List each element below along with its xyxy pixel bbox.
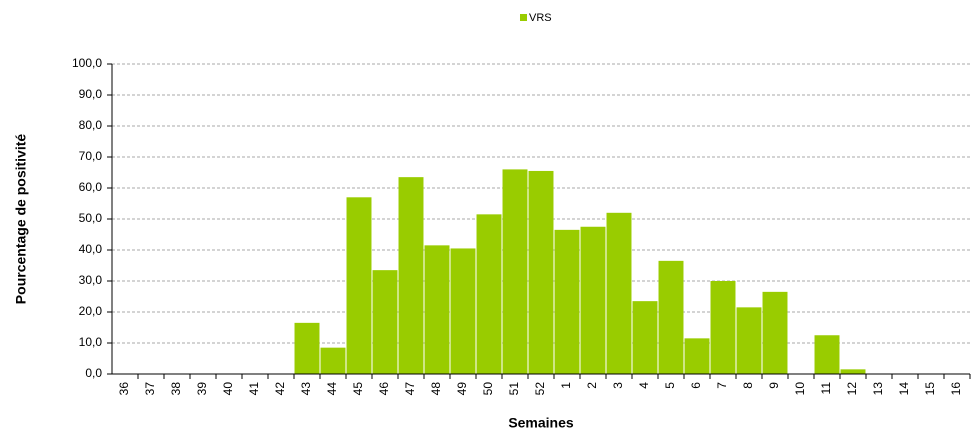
x-tick-label: 45 xyxy=(351,382,365,396)
x-tick-label: 13 xyxy=(871,382,885,396)
x-tick-label: 16 xyxy=(949,382,963,396)
x-tick-label: 41 xyxy=(247,382,261,396)
x-tick-label: 1 xyxy=(559,382,573,389)
bar xyxy=(814,335,840,374)
legend-swatch xyxy=(520,14,527,21)
y-tick-label: 10,0 xyxy=(79,335,103,349)
x-tick-label: 51 xyxy=(507,382,521,396)
x-tick-label: 39 xyxy=(195,382,209,396)
bar xyxy=(840,369,866,374)
x-tick-label: 6 xyxy=(689,382,703,389)
bar xyxy=(658,260,684,374)
x-tick-label: 44 xyxy=(325,382,339,396)
x-tick-label: 15 xyxy=(923,382,937,396)
y-axis-label: Pourcentage de positivité xyxy=(13,134,29,305)
x-tick-label: 12 xyxy=(845,382,859,396)
x-tick-label: 8 xyxy=(741,382,755,389)
x-tick-label: 48 xyxy=(429,382,443,396)
x-tick-label: 36 xyxy=(117,382,131,396)
bar xyxy=(372,270,398,374)
x-tick-label: 47 xyxy=(403,382,417,396)
x-tick-label: 14 xyxy=(897,382,911,396)
bar xyxy=(346,197,372,374)
bar xyxy=(762,291,788,374)
x-tick-label: 2 xyxy=(585,382,599,389)
x-tick-label: 9 xyxy=(767,382,781,389)
x-tick-label: 43 xyxy=(299,382,313,396)
y-tick-label: 80,0 xyxy=(79,118,103,132)
x-tick-label: 50 xyxy=(481,382,495,396)
x-axis-label: Semaines xyxy=(508,415,574,431)
bar xyxy=(476,214,502,374)
bar xyxy=(580,226,606,374)
bar xyxy=(294,322,320,374)
bar xyxy=(528,170,554,374)
bar xyxy=(424,245,450,374)
x-tick-label: 42 xyxy=(273,382,287,396)
x-tick-label: 5 xyxy=(663,382,677,389)
bar xyxy=(632,301,658,374)
y-tick-label: 70,0 xyxy=(79,149,103,163)
legend-label: VRS xyxy=(529,12,552,24)
x-tick-label: 4 xyxy=(637,382,651,389)
x-tick-label: 10 xyxy=(793,382,807,396)
x-tick-label: 37 xyxy=(143,382,157,396)
y-tick-label: 40,0 xyxy=(79,242,103,256)
y-tick-label: 30,0 xyxy=(79,273,103,287)
y-tick-label: 90,0 xyxy=(79,87,103,101)
bar xyxy=(684,338,710,374)
x-tick-label: 46 xyxy=(377,382,391,396)
bar xyxy=(502,169,528,374)
y-tick-label: 20,0 xyxy=(79,304,103,318)
x-tick-label: 3 xyxy=(611,382,625,389)
x-tick-label: 52 xyxy=(533,382,547,396)
x-tick-label: 7 xyxy=(715,382,729,389)
bar xyxy=(606,212,632,374)
bar xyxy=(320,347,346,374)
x-tick-label: 49 xyxy=(455,382,469,396)
bar xyxy=(398,177,424,374)
y-tick-label: 50,0 xyxy=(79,211,103,225)
bar xyxy=(710,281,736,374)
x-tick-label: 38 xyxy=(169,382,183,396)
y-tick-label: 60,0 xyxy=(79,180,103,194)
y-tick-label: 0,0 xyxy=(85,366,102,380)
bar xyxy=(736,307,762,374)
x-tick-label: 11 xyxy=(819,382,833,395)
bar xyxy=(554,229,580,374)
y-tick-label: 100,0 xyxy=(72,56,102,70)
bar xyxy=(450,248,476,374)
x-tick-label: 40 xyxy=(221,382,235,396)
